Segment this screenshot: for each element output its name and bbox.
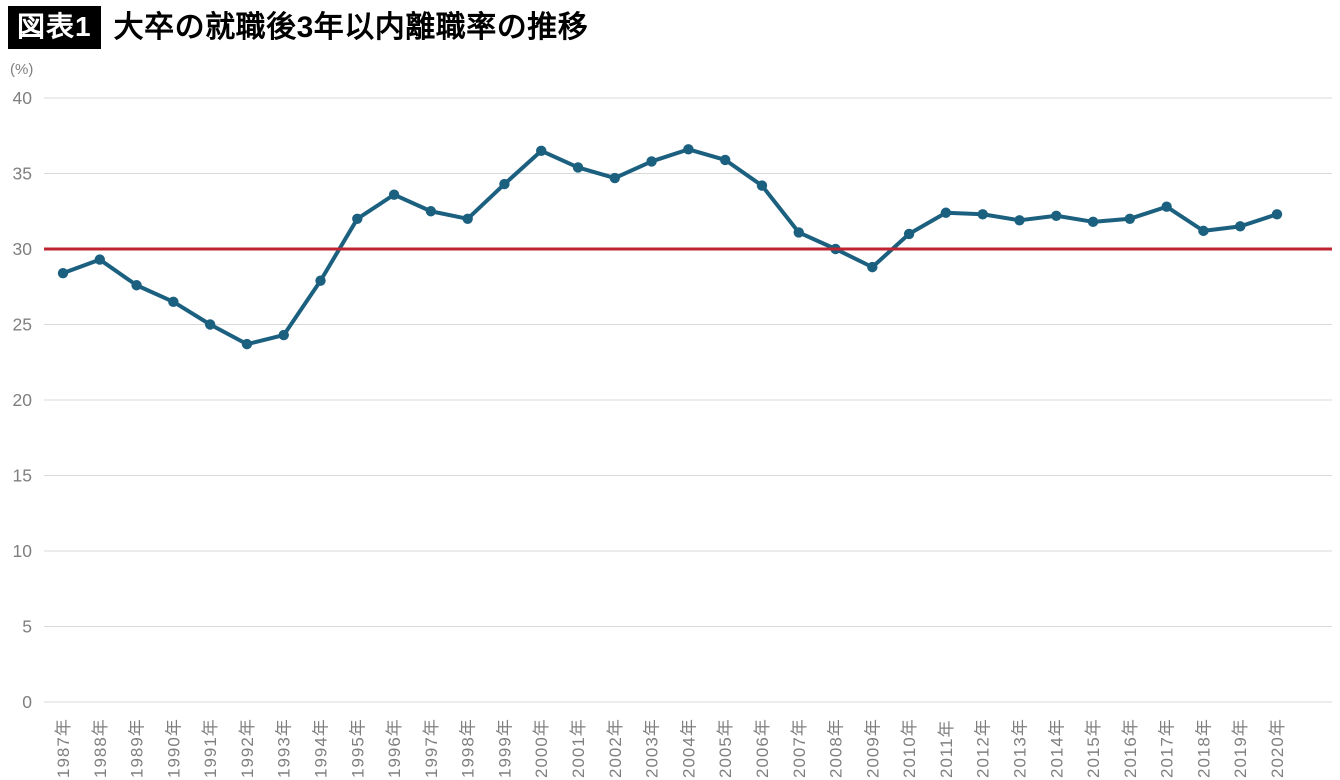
x-axis-label: 1989年 xyxy=(128,718,147,778)
data-point xyxy=(241,338,253,350)
data-point xyxy=(315,275,326,286)
data-point xyxy=(756,180,768,191)
data-point xyxy=(536,145,547,157)
x-axis-label: 1993年 xyxy=(275,718,294,778)
series-line xyxy=(61,147,1279,347)
data-point xyxy=(1161,201,1172,212)
data-point xyxy=(499,178,510,190)
data-point xyxy=(1014,215,1025,226)
x-axis-label: 1996年 xyxy=(385,718,404,778)
x-axis-label: 2014年 xyxy=(1047,718,1066,778)
x-axis-label: 1991年 xyxy=(201,718,220,778)
data-point xyxy=(278,329,289,341)
y-tick-label: 35 xyxy=(13,164,32,184)
y-tick-label: 10 xyxy=(13,541,33,561)
x-axis-label: 1990年 xyxy=(164,718,183,778)
x-axis-label: 2003年 xyxy=(643,718,662,778)
data-point xyxy=(1124,213,1136,224)
data-point xyxy=(57,267,69,279)
data-point xyxy=(572,162,584,173)
y-tick-label: 25 xyxy=(13,315,32,335)
x-axis-label: 1994年 xyxy=(312,718,331,778)
data-point xyxy=(462,213,473,224)
x-axis-label: 2018年 xyxy=(1194,718,1213,778)
data-point xyxy=(388,189,400,200)
x-axis-label: 2011年 xyxy=(937,719,956,778)
data-point xyxy=(683,144,694,155)
x-axis-label: 1998年 xyxy=(459,718,478,778)
x-axis-label: 2020年 xyxy=(1268,718,1287,778)
chart-header: 図表1 大卒の就職後3年以内離職率の推移 xyxy=(8,6,588,49)
y-tick-label: 5 xyxy=(22,617,32,637)
data-point xyxy=(168,296,179,308)
data-point xyxy=(1271,209,1283,220)
data-point xyxy=(646,156,657,167)
data-point xyxy=(131,280,142,291)
figure-badge: 図表1 xyxy=(8,6,101,49)
data-point xyxy=(719,154,731,166)
chart-title: 大卒の就職後3年以内離職率の推移 xyxy=(113,10,589,44)
x-axis-label: 1999年 xyxy=(495,718,514,778)
data-point xyxy=(867,261,878,273)
y-tick-label: 30 xyxy=(13,239,33,259)
y-tick-label: 40 xyxy=(13,88,33,108)
x-axis-label: 2013年 xyxy=(1010,718,1029,778)
x-axis-label: 2017年 xyxy=(1158,718,1177,778)
x-axis-label: 1997年 xyxy=(422,718,441,778)
data-point xyxy=(609,172,621,184)
x-axis-label: 2015年 xyxy=(1084,718,1103,778)
data-point xyxy=(425,206,437,217)
x-axis-label: 2006年 xyxy=(753,718,772,778)
y-tick-label: 15 xyxy=(13,466,32,486)
data-point xyxy=(977,209,988,220)
x-axis-label: 2002年 xyxy=(606,718,625,778)
x-axis-label: 2007年 xyxy=(790,718,809,778)
y-tick-label: 20 xyxy=(13,390,33,410)
x-axis-label: 2004年 xyxy=(679,718,698,778)
x-axis-label: 2000年 xyxy=(532,718,551,778)
x-axis-label: 2009年 xyxy=(863,718,882,778)
x-axis-label: 2010年 xyxy=(900,718,919,778)
data-point xyxy=(940,207,952,218)
data-point xyxy=(204,319,216,330)
data-point xyxy=(1235,221,1246,232)
data-point xyxy=(1087,216,1099,228)
x-axis-label: 1987年 xyxy=(54,718,73,778)
x-axis-label: 2005年 xyxy=(716,718,735,778)
data-point xyxy=(1198,225,1209,237)
x-axis-label: 2016年 xyxy=(1121,718,1140,778)
data-point xyxy=(903,228,915,240)
y-axis-unit-label: (%) xyxy=(10,61,34,78)
x-axis-label: 2019年 xyxy=(1231,718,1250,778)
x-axis-label: 1992年 xyxy=(238,718,257,778)
data-point xyxy=(793,227,804,238)
data-point xyxy=(94,254,105,265)
data-point xyxy=(1051,210,1062,221)
x-axis-label: 2001年 xyxy=(569,718,588,778)
x-axis-label: 1995年 xyxy=(348,718,367,778)
x-axis-label: 2012年 xyxy=(974,718,993,778)
y-tick-label: 0 xyxy=(22,692,32,712)
x-axis-label: 2008年 xyxy=(827,718,846,778)
data-point xyxy=(352,213,363,224)
x-axis-label: 1988年 xyxy=(91,718,110,778)
